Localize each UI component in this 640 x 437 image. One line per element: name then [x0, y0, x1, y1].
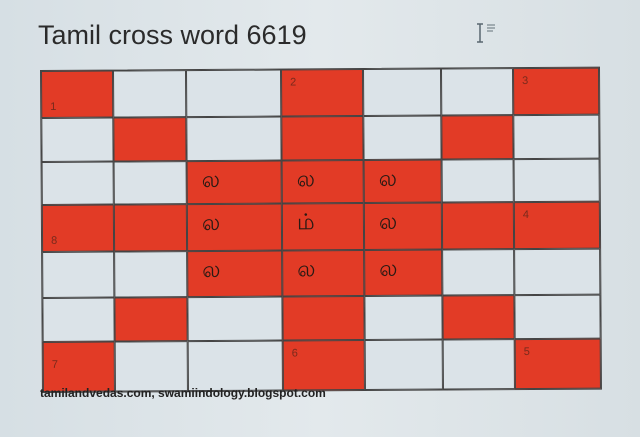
filled-cell[interactable]	[114, 297, 188, 342]
filled-cell[interactable]	[441, 202, 515, 250]
clue-number: 3	[522, 75, 529, 88]
filled-cell[interactable]: 8	[41, 204, 115, 252]
cell-letter: ல	[378, 209, 398, 235]
cell-letter: ல	[379, 256, 398, 282]
filled-cell[interactable]: 5	[514, 338, 601, 390]
cell-letter: ல	[296, 167, 316, 193]
empty-cell[interactable]	[441, 159, 514, 203]
empty-cell[interactable]	[42, 251, 115, 298]
filled-cell[interactable]: 2	[281, 69, 364, 117]
filled-cell[interactable]	[282, 296, 365, 341]
empty-cell[interactable]	[114, 251, 188, 298]
filled-cell[interactable]: 4	[513, 201, 601, 250]
footer-credits: tamilandvedas.com, swamiindology.blogspo…	[40, 386, 326, 400]
empty-cell[interactable]	[41, 161, 114, 205]
filled-cell[interactable]: ம்	[281, 203, 365, 251]
clue-number: 2	[290, 76, 297, 89]
cell-letter: ல	[201, 167, 221, 194]
clue-number: 6	[291, 347, 298, 360]
filled-cell[interactable]: ல	[281, 160, 364, 204]
filled-cell[interactable]: ல	[364, 249, 443, 297]
empty-cell[interactable]	[514, 248, 601, 296]
empty-cell[interactable]	[363, 115, 442, 161]
cell-letter: ல	[202, 257, 221, 284]
filled-cell[interactable]: ல	[282, 250, 365, 297]
crossword-grid: 1 2 3 ல ல ல 8 ல ம் ல 4 ல ல ல 7 6 5	[40, 66, 602, 393]
empty-cell[interactable]	[186, 116, 282, 162]
filled-cell[interactable]: ல	[186, 160, 282, 205]
clue-number: 7	[51, 358, 58, 371]
filled-cell[interactable]: 6	[282, 340, 365, 391]
filled-cell[interactable]	[113, 204, 188, 252]
empty-cell[interactable]	[442, 249, 515, 296]
filled-cell[interactable]	[442, 295, 515, 340]
empty-cell[interactable]	[114, 341, 188, 392]
empty-cell[interactable]	[187, 340, 283, 392]
empty-cell[interactable]	[363, 68, 442, 117]
filled-cell[interactable]: 1	[41, 70, 114, 118]
filled-cell[interactable]: 7	[42, 341, 115, 392]
filled-cell[interactable]: ல	[187, 250, 283, 298]
page-title: Tamil cross word 6619	[38, 20, 307, 50]
empty-cell[interactable]	[41, 117, 114, 162]
clue-number: 5	[523, 346, 530, 359]
empty-cell[interactable]	[364, 295, 443, 341]
filled-cell[interactable]	[441, 115, 514, 160]
filled-cell[interactable]: ல	[363, 202, 443, 251]
empty-cell[interactable]	[513, 158, 600, 203]
clue-number: 8	[51, 234, 58, 247]
text-cursor-icon	[474, 22, 502, 46]
filled-cell[interactable]	[281, 116, 364, 161]
empty-cell[interactable]	[113, 161, 187, 205]
empty-cell[interactable]	[442, 339, 515, 390]
cell-letter: ம்	[296, 210, 315, 236]
cell-letter: ல	[297, 257, 316, 283]
filled-cell[interactable]	[113, 117, 187, 162]
empty-cell[interactable]	[364, 339, 443, 391]
filled-cell[interactable]: ல	[363, 159, 442, 204]
empty-cell[interactable]	[187, 296, 283, 342]
empty-cell[interactable]	[514, 294, 601, 340]
empty-cell[interactable]	[186, 69, 282, 118]
filled-cell[interactable]: ல	[186, 203, 283, 252]
empty-cell[interactable]	[513, 114, 600, 160]
empty-cell[interactable]	[440, 68, 514, 116]
filled-cell[interactable]: 3	[512, 67, 600, 116]
empty-cell[interactable]	[42, 297, 115, 342]
clue-number: 1	[50, 100, 57, 113]
empty-cell[interactable]	[113, 70, 187, 118]
clue-number: 4	[522, 209, 530, 222]
cell-letter: ல	[378, 166, 398, 192]
cell-letter: ல	[201, 210, 221, 237]
